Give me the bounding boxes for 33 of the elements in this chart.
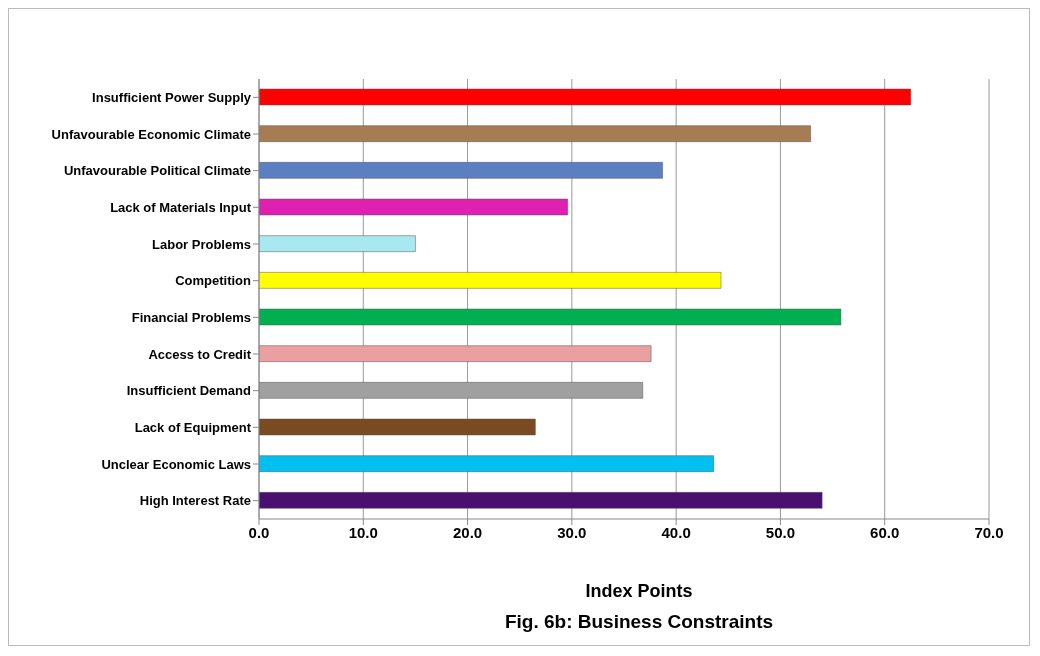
y-tick-label: Lack of Materials Input <box>110 199 252 215</box>
bar <box>259 235 416 252</box>
x-tick-label: 0.0 <box>248 523 270 541</box>
bar <box>259 88 912 106</box>
x-axis-title: Index Points <box>584 581 694 602</box>
x-tick-label: 60.0 <box>870 523 900 541</box>
y-tick-label: Insufficient Demand <box>126 383 252 399</box>
bar <box>259 198 568 216</box>
y-tick-label: Competition <box>175 273 252 289</box>
x-tick-label: 20.0 <box>452 523 483 541</box>
y-tick-label: Unclear Economic Laws <box>101 456 251 472</box>
bar <box>259 455 714 472</box>
text: Fig. 6b: Business Constraints <box>503 611 775 633</box>
y-tick-label: Financial Problems <box>131 309 251 325</box>
x-tick-label: 30.0 <box>557 523 587 541</box>
bar <box>259 418 536 436</box>
y-tick-label: Labor Problems <box>152 236 251 252</box>
y-tick-label: Insufficient Power Supply <box>92 89 252 105</box>
x-tick-label: 40.0 <box>661 523 691 541</box>
y-tick-label: Lack of Equipment <box>134 419 252 435</box>
bar <box>259 272 722 289</box>
x-tick-label: 70.0 <box>974 523 1004 541</box>
bar <box>259 345 652 362</box>
bar <box>259 492 823 509</box>
y-tick-label: Unfavourable Economic Climate <box>51 126 251 142</box>
y-tick-label: Access to Credit <box>148 346 252 362</box>
y-tick-label: High Interest Rate <box>139 493 251 509</box>
bar <box>259 162 663 179</box>
bar <box>259 125 811 142</box>
x-tick-label: 10.0 <box>348 523 378 541</box>
y-tick-label: Unfavourable Political Climate <box>63 163 251 179</box>
bar <box>259 308 842 326</box>
x-tick-label: 50.0 <box>765 523 796 541</box>
